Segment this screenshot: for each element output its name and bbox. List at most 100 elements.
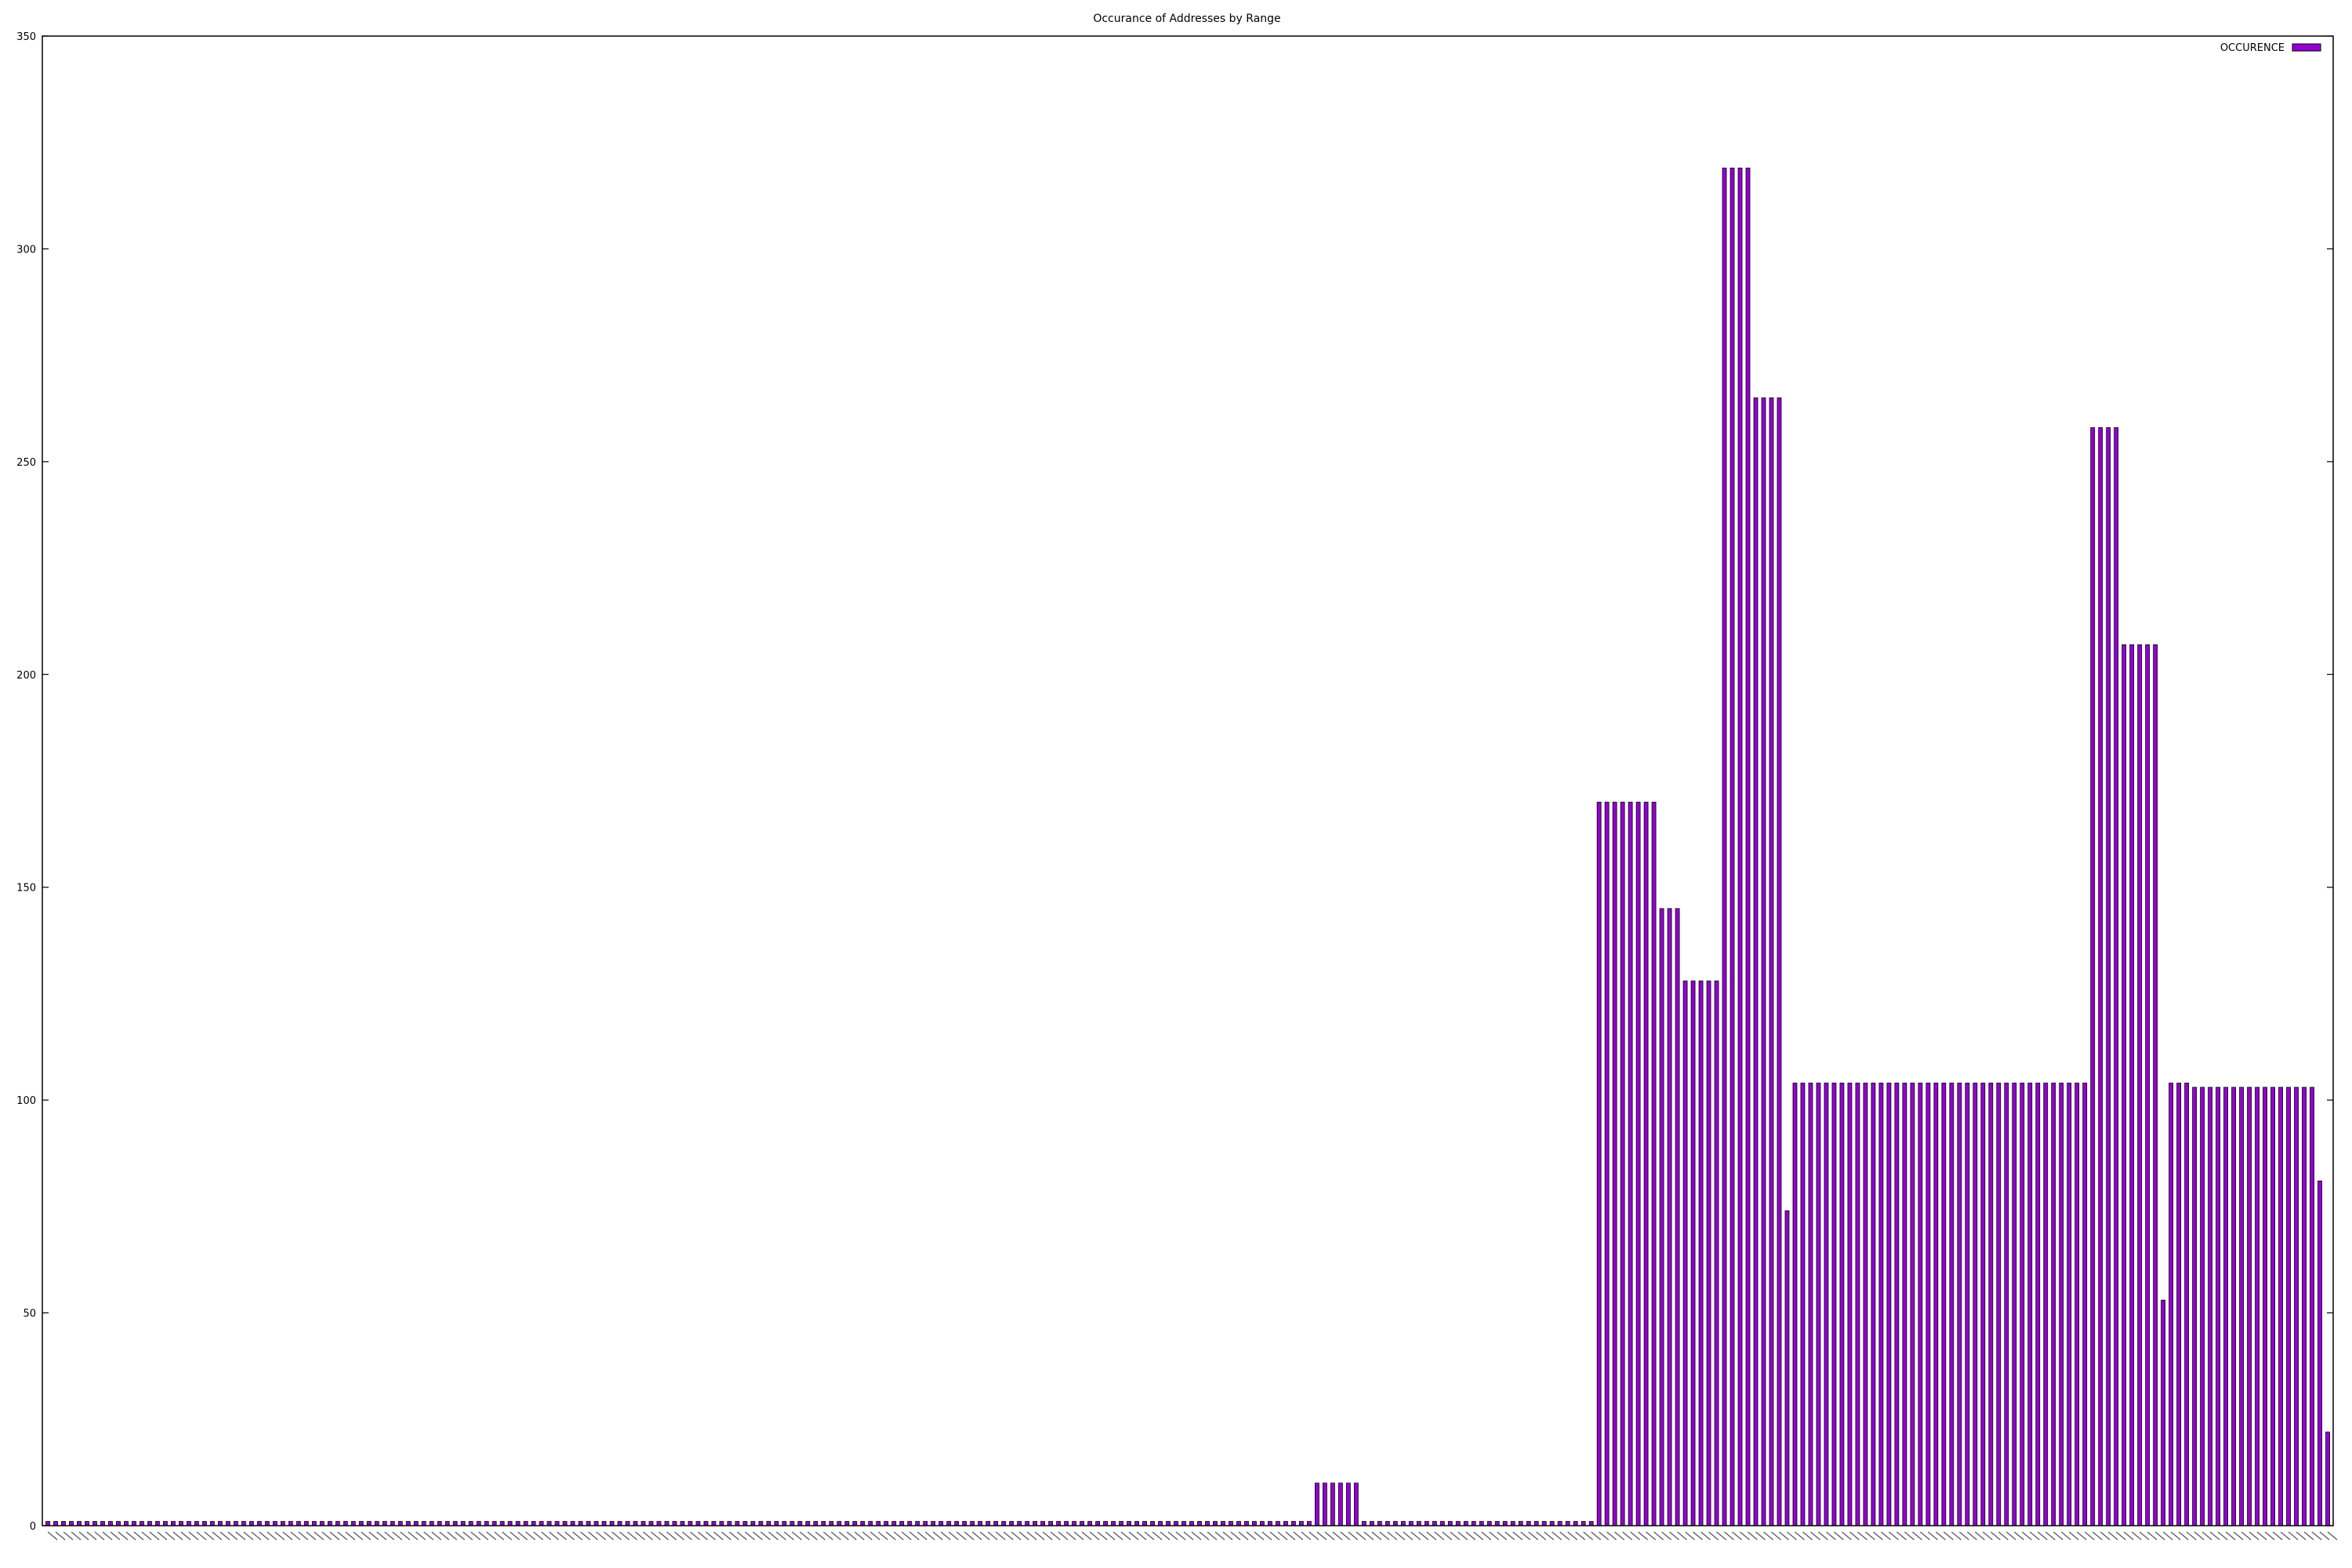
x-tick-167 <box>1356 1531 1367 1541</box>
bar-247 <box>1980 1083 1986 1526</box>
x-tick-249 <box>1998 1531 2009 1541</box>
x-tick-0 <box>47 1531 58 1541</box>
bar-230 <box>1847 1083 1853 1526</box>
x-tick-209 <box>1685 1531 1695 1541</box>
bar-275 <box>2200 1087 2205 1526</box>
bar-214 <box>1722 167 1727 1526</box>
x-tick-60 <box>517 1531 528 1541</box>
bar-127 <box>1040 1521 1046 1526</box>
x-tick-216 <box>1740 1531 1750 1541</box>
x-tick-85 <box>713 1531 724 1541</box>
bar-93 <box>774 1521 779 1526</box>
bar-122 <box>1001 1521 1007 1526</box>
bar-49 <box>429 1521 434 1526</box>
x-tick-17 <box>180 1531 191 1541</box>
legend: OCCURENCE <box>2220 42 2321 54</box>
bar-213 <box>1714 980 1719 1526</box>
bar-189 <box>1526 1521 1531 1526</box>
bar-233 <box>1871 1083 1876 1526</box>
bar-57 <box>492 1521 497 1526</box>
bar-171 <box>1385 1521 1390 1526</box>
x-tick-124 <box>1018 1531 1029 1541</box>
bar-115 <box>946 1521 952 1526</box>
x-tick-129 <box>1058 1531 1069 1541</box>
x-tick-181 <box>1465 1531 1476 1541</box>
x-tick-235 <box>1889 1531 1899 1541</box>
bar-239 <box>1918 1083 1923 1526</box>
bar-3 <box>69 1521 74 1526</box>
x-tick-104 <box>862 1531 873 1541</box>
bar-210 <box>1690 980 1696 1526</box>
x-tick-261 <box>2092 1531 2103 1541</box>
x-tick-173 <box>1403 1531 1414 1541</box>
x-tick-45 <box>400 1531 411 1541</box>
bar-84 <box>703 1521 709 1526</box>
bar-237 <box>1902 1083 1907 1526</box>
bar-288 <box>2302 1087 2307 1526</box>
bar-132 <box>1080 1521 1084 1526</box>
bar-181 <box>1463 1521 1468 1526</box>
bar-216 <box>1737 167 1743 1526</box>
x-tick-191 <box>1544 1531 1555 1541</box>
x-tick-223 <box>1795 1531 1805 1541</box>
x-tick-178 <box>1442 1531 1453 1541</box>
bar-128 <box>1048 1521 1054 1526</box>
x-tick-183 <box>1481 1531 1492 1541</box>
x-tick-227 <box>1826 1531 1836 1541</box>
x-tick-199 <box>1606 1531 1617 1541</box>
x-tick-241 <box>1935 1531 1946 1541</box>
bar-73 <box>617 1521 622 1526</box>
x-tick-176 <box>1426 1531 1437 1541</box>
x-tick-145 <box>1183 1531 1194 1541</box>
bar-206 <box>1659 908 1664 1526</box>
x-tick-49 <box>431 1531 442 1541</box>
bar-46 <box>405 1521 411 1526</box>
x-tick-159 <box>1293 1531 1304 1541</box>
x-tick-146 <box>1191 1531 1202 1541</box>
bar-30 <box>280 1521 285 1526</box>
bar-107 <box>884 1521 889 1526</box>
bar-232 <box>1863 1083 1868 1526</box>
x-tick-284 <box>2272 1531 2283 1541</box>
x-tick-226 <box>1818 1531 1828 1541</box>
bar-248 <box>1988 1083 1994 1526</box>
x-tick-100 <box>830 1531 841 1541</box>
x-tick-185 <box>1497 1531 1508 1541</box>
x-tick-266 <box>2131 1531 2142 1541</box>
x-tick-76 <box>643 1531 653 1541</box>
x-tick-77 <box>651 1531 661 1541</box>
x-tick-131 <box>1073 1531 1084 1541</box>
bar-82 <box>688 1521 693 1526</box>
x-tick-59 <box>510 1531 520 1541</box>
bar-116 <box>954 1521 960 1526</box>
bar-55 <box>476 1521 481 1526</box>
bar-198 <box>1596 801 1602 1526</box>
bar-148 <box>1205 1521 1210 1526</box>
x-tick-248 <box>1990 1531 2001 1541</box>
x-tick-79 <box>666 1531 677 1541</box>
plot-frame <box>42 35 2334 1526</box>
bar-78 <box>656 1521 662 1526</box>
x-tick-242 <box>1943 1531 1954 1541</box>
x-tick-127 <box>1042 1531 1053 1541</box>
x-tick-39 <box>353 1531 364 1541</box>
bar-282 <box>2255 1087 2259 1526</box>
bar-14 <box>154 1521 160 1526</box>
x-tick-101 <box>838 1531 849 1541</box>
x-tick-148 <box>1207 1531 1218 1541</box>
x-tick-229 <box>1842 1531 1852 1541</box>
bar-51 <box>445 1521 450 1526</box>
bar-290 <box>2318 1180 2322 1526</box>
bar-286 <box>2286 1087 2291 1526</box>
x-tick-236 <box>1896 1531 1907 1541</box>
bar-280 <box>2239 1087 2244 1526</box>
bar-254 <box>2035 1083 2041 1526</box>
bar-20 <box>201 1521 207 1526</box>
bar-143 <box>1166 1521 1171 1526</box>
bar-160 <box>1299 1521 1304 1526</box>
x-tick-38 <box>345 1531 356 1541</box>
x-tick-11 <box>133 1531 144 1541</box>
x-tick-58 <box>502 1531 512 1541</box>
bar-145 <box>1181 1521 1186 1526</box>
bar-267 <box>2137 644 2143 1526</box>
